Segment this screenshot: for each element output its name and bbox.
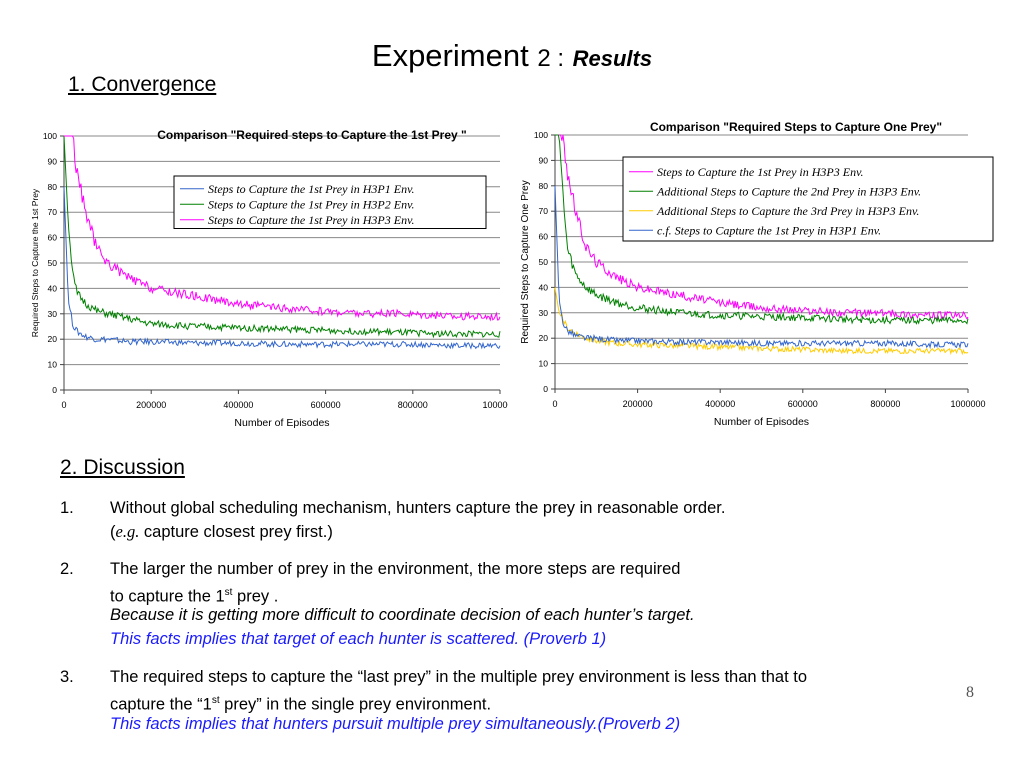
y-tick-label: 70 (539, 206, 549, 216)
item-number: 1. (60, 499, 74, 517)
section-convergence-heading: 1. Convergence (68, 73, 217, 96)
legend-entry: Additional Steps to Capture the 2nd Prey… (656, 184, 921, 198)
legend-entry: Steps to Capture the 1st Prey in H3P1 En… (208, 182, 415, 196)
y-tick-label: 10 (539, 359, 549, 369)
x-tick-label: 800000 (870, 399, 900, 409)
paren-open: ( (110, 523, 116, 541)
item-number: 2. (60, 560, 74, 578)
title-number: 2 : (537, 45, 564, 72)
discussion-item-2-line1: The larger the number of prey in the env… (110, 560, 681, 578)
x-tick-label: 400000 (705, 399, 735, 409)
series-line (554, 185, 969, 350)
y-tick-label: 100 (534, 130, 548, 140)
x-axis-label: Number of Episodes (714, 416, 809, 428)
legend-entry: Additional Steps to Capture the 3rd Prey… (656, 204, 919, 218)
section-discussion-heading: 2. Discussion (60, 456, 185, 479)
legend-entry: Steps to Capture the 1st Prey in H3P2 En… (208, 197, 415, 211)
discussion-item-2-line2: to capture the 1st prey . (110, 582, 278, 608)
x-tick-label: 0 (552, 399, 557, 409)
x-tick-label: 400000 (223, 400, 253, 410)
y-tick-label: 60 (539, 232, 549, 242)
chart-title: Comparison "Required Steps to Capture On… (650, 120, 942, 134)
x-tick-label: 200000 (136, 400, 166, 410)
superscript: st (224, 587, 233, 598)
series-line (555, 134, 969, 320)
y-axis-label: Required Steps to Capture the 1st Prey (30, 188, 40, 337)
legend-entry: Steps to Capture the 1st Prey in H3P3 En… (657, 165, 864, 179)
y-tick-label: 90 (48, 156, 58, 166)
y-tick-label: 100 (43, 131, 57, 141)
y-tick-label: 40 (48, 283, 58, 293)
text-part: to capture the 1 (110, 587, 225, 606)
x-tick-label: 1000000 (950, 399, 985, 409)
y-tick-label: 0 (543, 384, 548, 394)
x-tick-label: 200000 (623, 399, 653, 409)
y-tick-label: 70 (48, 207, 58, 217)
discussion-item-3-line3: This facts implies that hunters pursuit … (110, 715, 681, 733)
x-tick-label: 0 (61, 400, 66, 410)
text-part: capture the “1 (110, 695, 212, 714)
chart-one-prey-comparison: 0 10 20 30 40 50 60 70 80 90 100 0 200000 400000 60000… (520, 120, 994, 428)
y-tick-label: 30 (539, 308, 549, 318)
discussion-item-1-line2: (e.g. capture closest prey first.) (110, 521, 333, 543)
y-tick-label: 50 (48, 258, 58, 268)
y-tick-label: 0 (52, 385, 57, 395)
discussion-item-3-line1: The required steps to capture the “last … (110, 668, 808, 686)
title-results: Results (572, 46, 653, 71)
discussion-item-3-line2: capture the “1st prey” in the single pre… (110, 690, 491, 716)
y-tick-label: 90 (539, 155, 549, 165)
item-number: 3. (60, 668, 74, 686)
y-tick-label: 10 (48, 360, 58, 370)
discussion-item-2-line4: This facts implies that target of each h… (110, 630, 607, 648)
eg-rest: capture closest prey first.) (139, 523, 333, 541)
text-part: prey” in the single prey environment. (219, 695, 492, 714)
x-tick-label: 600000 (788, 399, 818, 409)
series-line (554, 287, 969, 356)
x-tick-label: 800000 (398, 400, 428, 410)
chart-legend: Steps to Capture the 1st Prey in H3P3 En… (622, 156, 994, 242)
series-line (63, 135, 501, 339)
superscript: st (211, 695, 220, 706)
text-part: prey . (232, 587, 279, 606)
y-tick-label: 40 (539, 282, 549, 292)
discussion-item-1-line1: Without global scheduling mechanism, hun… (110, 499, 726, 517)
chart-legend: Steps to Capture the 1st Prey in H3P1 En… (173, 175, 487, 229)
y-tick-label: 50 (539, 257, 549, 267)
x-axis-label: Number of Episodes (234, 417, 329, 429)
discussion-item-2-line3: Because it is getting more difficult to … (110, 606, 695, 624)
title-experiment: Experiment (371, 38, 529, 73)
y-tick-label: 80 (48, 182, 58, 192)
chart-first-prey-comparison: 0 10 20 30 40 50 60 70 80 90 100 0 200000 400000 60000… (30, 128, 508, 429)
y-tick-label: 80 (539, 181, 549, 191)
x-tick-label: 1000000 (482, 400, 508, 410)
legend-box (622, 156, 994, 242)
y-tick-label: 20 (48, 334, 58, 344)
y-axis-label: Required Steps to Capture One Prey (520, 180, 531, 343)
legend-entry: Steps to Capture the 1st Prey in H3P3 En… (208, 213, 415, 227)
series-line (63, 186, 501, 350)
chart-title: Comparison "Required steps to Capture th… (157, 128, 466, 142)
y-tick-label: 20 (539, 333, 549, 343)
eg-text: e.g. (115, 522, 140, 541)
legend-entry: c.f. Steps to Capture the 1st Prey in H3… (657, 223, 881, 237)
page-title: Experiment 2 : Results (0, 38, 1024, 74)
x-tick-label: 600000 (311, 400, 341, 410)
legend-box (173, 175, 487, 229)
y-tick-label: 60 (48, 233, 58, 243)
y-tick-label: 30 (48, 309, 58, 319)
page-number: 8 (966, 684, 974, 701)
series-line (555, 134, 969, 325)
series-line (64, 135, 501, 322)
